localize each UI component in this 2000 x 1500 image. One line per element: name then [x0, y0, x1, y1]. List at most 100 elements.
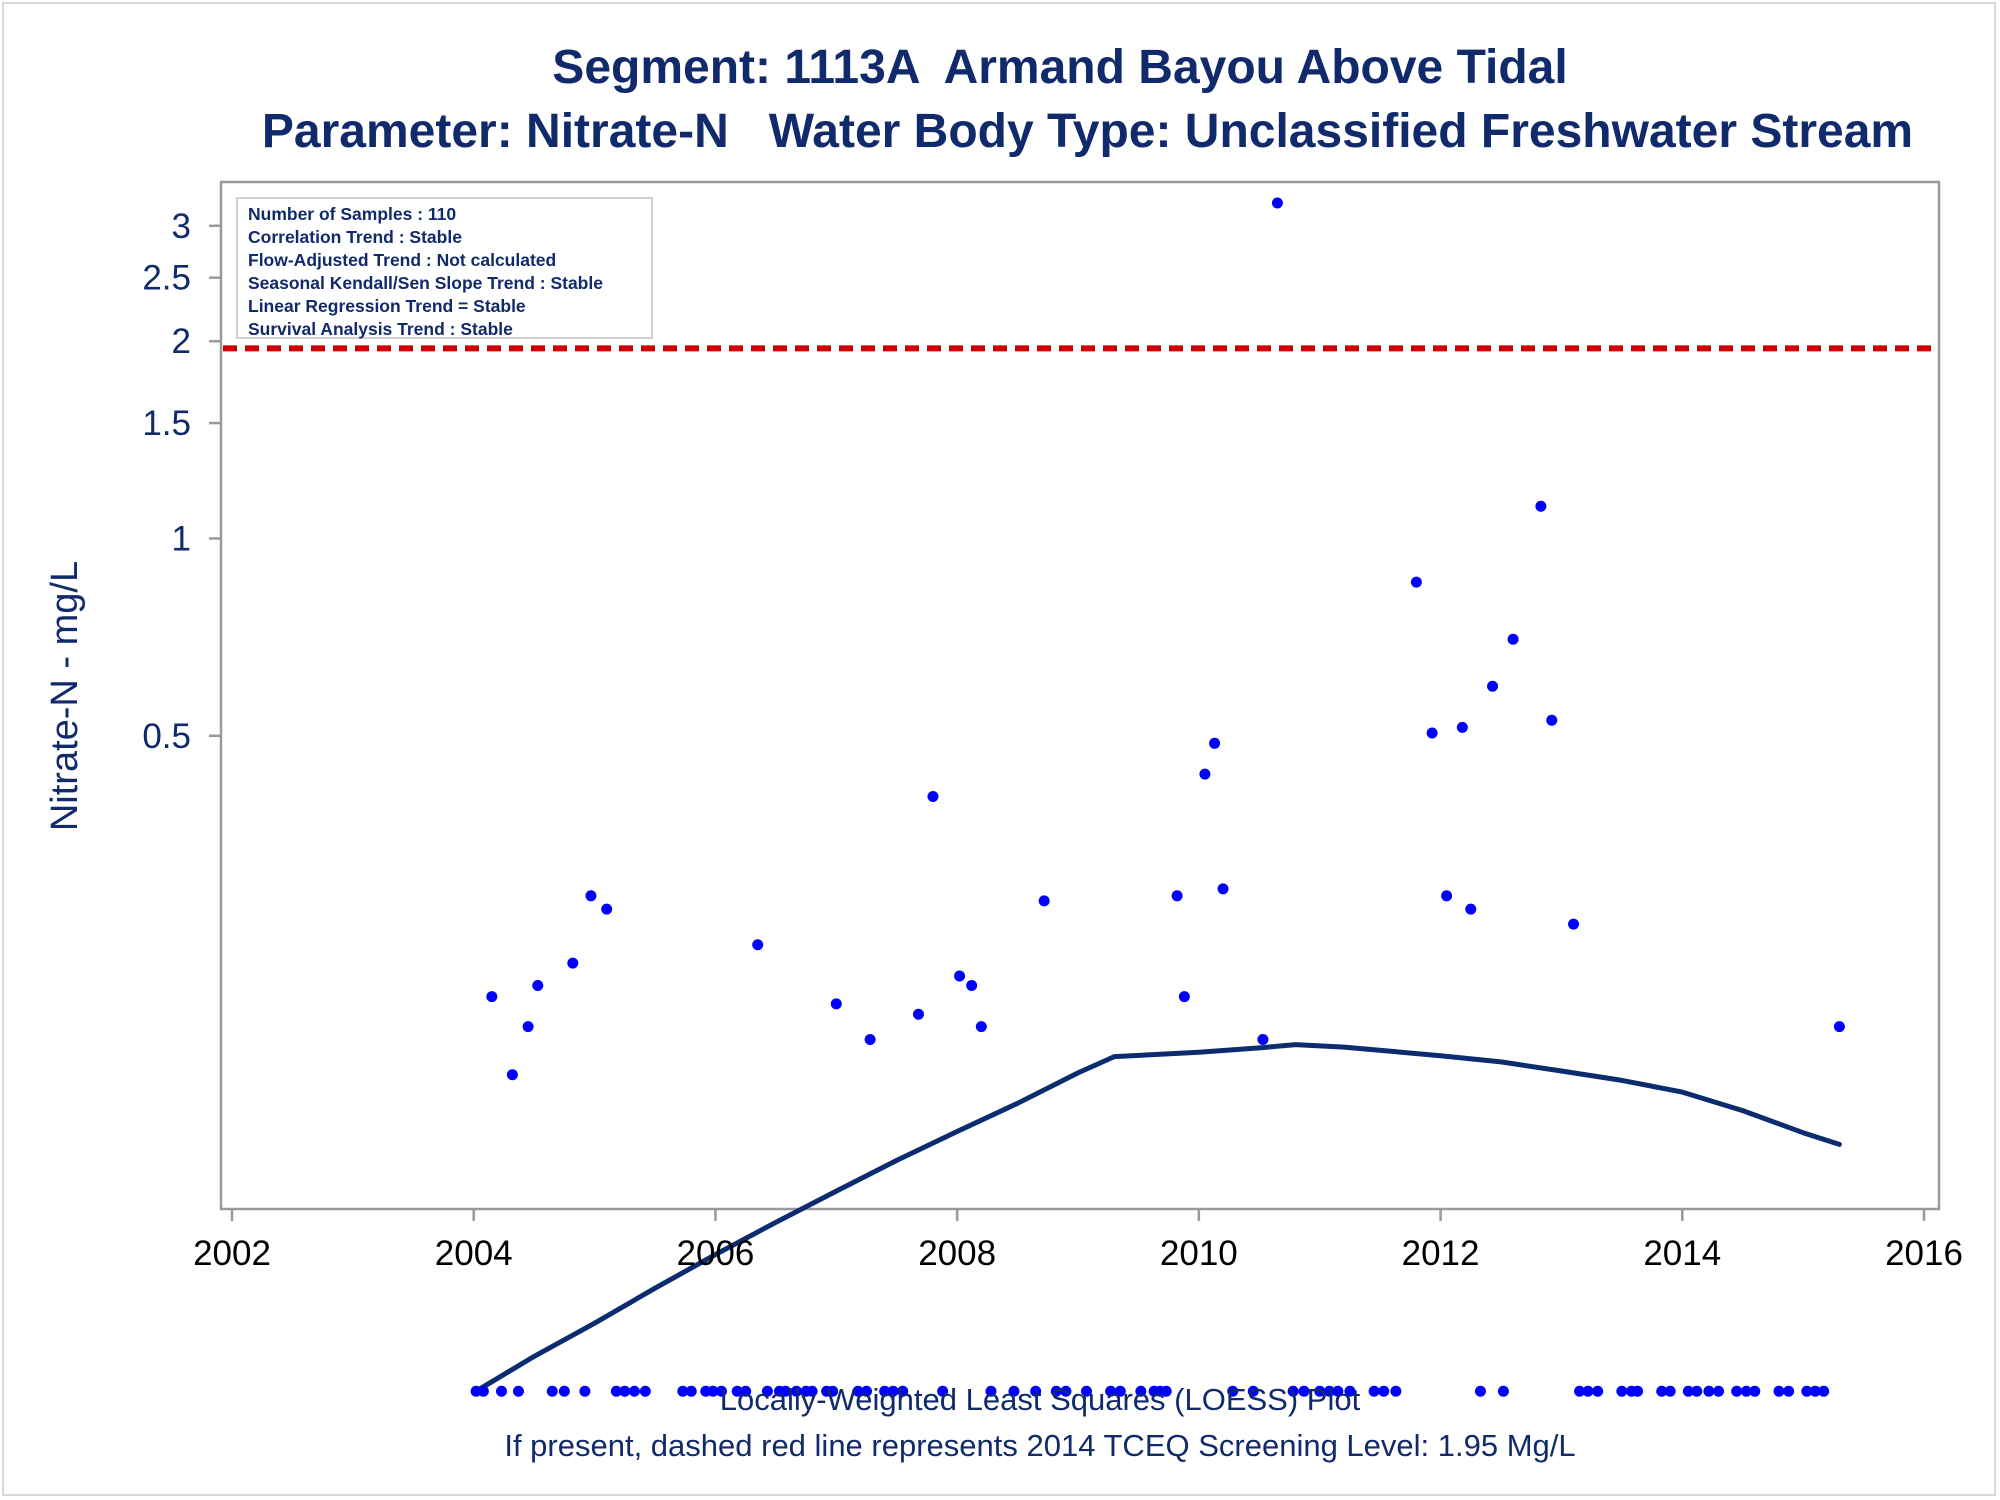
data-point: [1740, 1385, 1752, 1397]
data-point: [806, 1385, 818, 1397]
data-point: [546, 1385, 558, 1397]
data-point: [522, 1021, 534, 1033]
data-point: [1682, 1385, 1694, 1397]
x-ticks: 2002 2004 2006 2008 2010 2012 2014 2016: [193, 1209, 1963, 1273]
y-tick-label: 0.5: [142, 717, 191, 756]
data-point: [1656, 1385, 1668, 1397]
data-point: [852, 1385, 864, 1397]
data-point: [1344, 1385, 1356, 1397]
data-point: [1809, 1385, 1821, 1397]
stats-samples: Number of Samples : 110: [248, 204, 457, 224]
data-point: [1497, 1385, 1509, 1397]
data-point: [1105, 1385, 1117, 1397]
data-point: [496, 1385, 508, 1397]
stats-box: Number of Samples : 110 Correlation Tren…: [236, 197, 653, 339]
plot-area-border: [219, 180, 1941, 1211]
data-point: [1378, 1385, 1390, 1397]
data-point: [1271, 197, 1283, 209]
data-point: [1114, 1385, 1126, 1397]
data-point: [864, 1034, 876, 1046]
data-point: [486, 991, 498, 1003]
data-point: [567, 957, 579, 969]
x-tick-label: 2010: [1160, 1234, 1238, 1273]
data-point: [1178, 991, 1190, 1003]
data-point: [1487, 680, 1499, 692]
data-point: [628, 1385, 640, 1397]
x-tick-label: 2002: [193, 1234, 271, 1273]
data-point: [601, 903, 613, 915]
data-point: [1209, 737, 1221, 749]
data-point: [827, 1385, 839, 1397]
data-point: [1703, 1385, 1715, 1397]
data-point: [740, 1385, 752, 1397]
footnote-screening: If present, dashed red line represents 2…: [504, 1428, 1576, 1463]
x-tick-label: 2004: [435, 1234, 513, 1273]
data-point: [1456, 721, 1468, 733]
data-point: [506, 1069, 518, 1081]
data-point: [1616, 1385, 1628, 1397]
data-point: [1426, 727, 1438, 739]
data-point: [985, 1385, 997, 1397]
data-point: [1818, 1385, 1830, 1397]
data-point: [1833, 1021, 1845, 1033]
data-point: [861, 1385, 872, 1397]
data-point: [677, 1385, 689, 1397]
data-point: [1160, 1385, 1172, 1397]
data-point: [1050, 1385, 1062, 1397]
data-point: [1691, 1385, 1703, 1397]
data-point: [897, 1385, 909, 1397]
data-point: [761, 1385, 773, 1397]
data-point: [685, 1385, 697, 1397]
data-point: [1217, 883, 1229, 895]
data-point: [1474, 1385, 1486, 1397]
data-point: [830, 998, 842, 1010]
data-point: [954, 970, 966, 982]
x-tick-label: 2008: [918, 1234, 996, 1273]
y-tick-label: 2.5: [142, 259, 191, 298]
axes: [219, 180, 1941, 1211]
data-point: [1535, 500, 1547, 512]
footnote-loess: Locally-Weighted Least Squares (LOESS) P…: [719, 1382, 1361, 1417]
data-point: [1314, 1385, 1326, 1397]
stats-correlation: Correlation Trend : Stable: [248, 227, 462, 247]
data-point: [790, 1385, 802, 1397]
data-point: [1713, 1385, 1725, 1397]
data-point: [585, 890, 597, 902]
data-point: [715, 1385, 727, 1397]
data-point: [1298, 1385, 1310, 1397]
stats-linear-regression: Linear Regression Trend = Stable: [248, 296, 526, 316]
data-point: [966, 979, 978, 991]
data-point: [639, 1385, 651, 1397]
data-point: [1247, 1385, 1259, 1397]
data-point: [1257, 1034, 1269, 1046]
data-point: [1332, 1385, 1344, 1397]
stats-seasonal-kendall: Seasonal Kendall/Sen Slope Trend : Stabl…: [248, 273, 603, 293]
chart-subtitle: Parameter: Nitrate-N Water Body Type: Un…: [261, 105, 1914, 158]
data-point: [731, 1385, 743, 1397]
data-point: [610, 1385, 622, 1397]
data-point: [558, 1385, 570, 1397]
data-point: [927, 790, 939, 802]
loess-curve: [473, 1042, 1842, 1394]
y-tick-label: 1: [172, 520, 191, 559]
data-point: [707, 1385, 719, 1397]
x-tick-label: 2016: [1885, 1234, 1963, 1273]
data-point: [1030, 1385, 1042, 1397]
data-point: [1465, 903, 1477, 915]
data-point: [1060, 1385, 1072, 1397]
data-point: [912, 1008, 924, 1020]
stats-flow-adjusted: Flow-Adjusted Trend : Not calculated: [248, 250, 557, 270]
data-point: [1773, 1385, 1785, 1397]
data-point: [1227, 1385, 1239, 1397]
data-point: [477, 1385, 489, 1397]
data-point: [1801, 1385, 1813, 1397]
data-point: [532, 979, 544, 991]
data-point: [1441, 890, 1453, 902]
data-point: [1368, 1385, 1380, 1397]
data-point: [1410, 576, 1422, 588]
data-point: [1323, 1385, 1335, 1397]
y-ticks: 0.5 1 1.5 2 2.5 3: [142, 207, 221, 756]
data-point: [1592, 1385, 1604, 1397]
data-point: [1582, 1385, 1594, 1397]
